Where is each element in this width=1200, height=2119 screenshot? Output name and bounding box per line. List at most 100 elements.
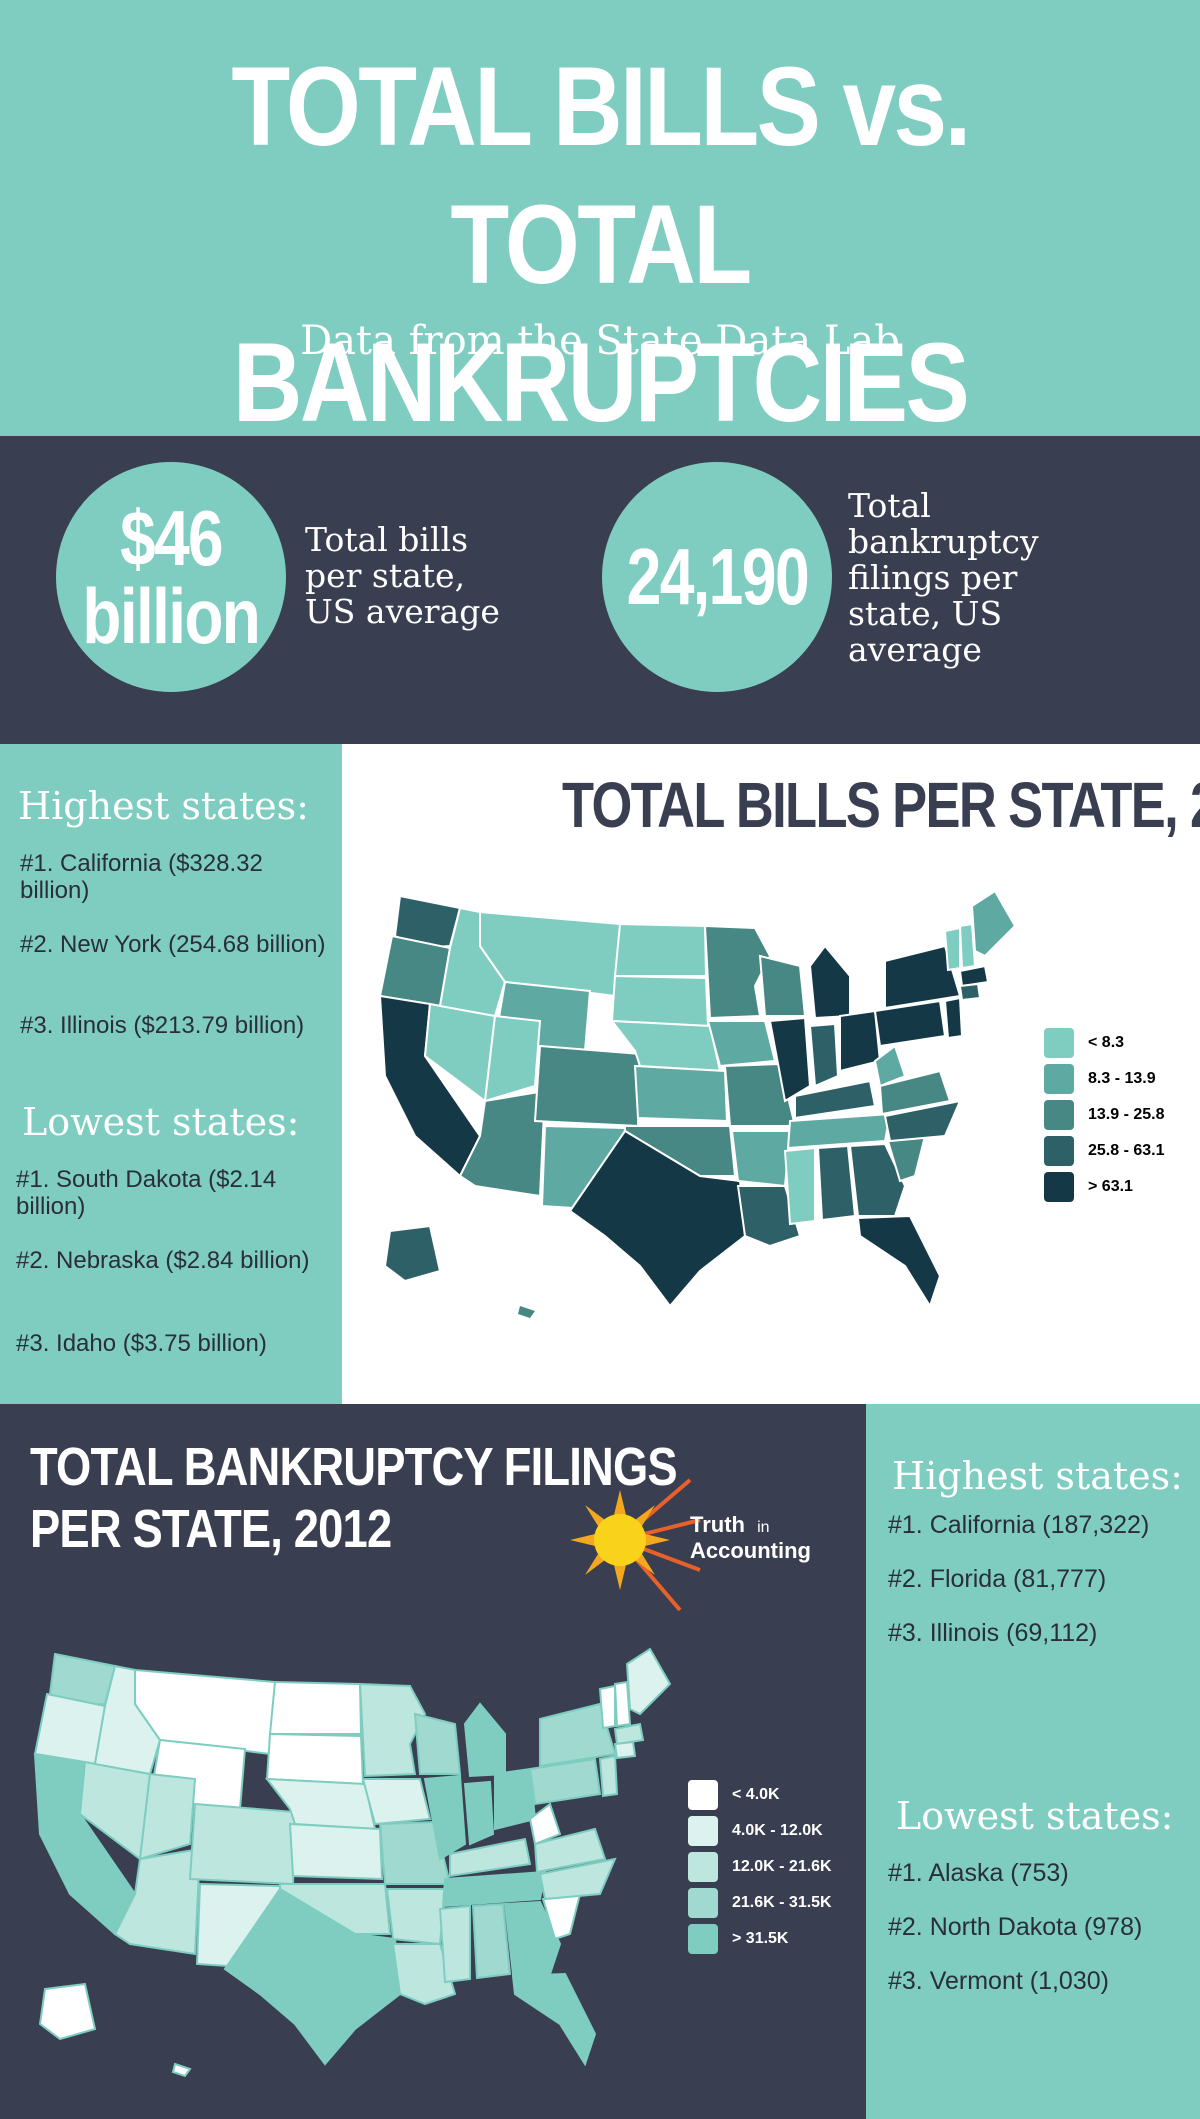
- bankruptcy-highest-item: #2. Florida (81,777): [888, 1565, 1107, 1593]
- map-state-texas: [223, 1887, 402, 2066]
- map-state-hawaii: [518, 1306, 535, 1318]
- logo-line-2: Accounting: [690, 1538, 811, 1563]
- map-state-vermont: [943, 926, 961, 972]
- map-state-oregon: [33, 1692, 107, 1766]
- map-state-kentucky: [794, 1079, 877, 1120]
- bankruptcy-map-title: TOTAL BANKRUPTCY FILINGS PER STATE, 2012: [30, 1436, 678, 1560]
- map-state-maine: [625, 1647, 672, 1716]
- bankruptcy-lowest-heading: Lowest states:: [896, 1794, 1174, 1838]
- map-state-ohio: [839, 1009, 882, 1073]
- bankruptcy-section: TOTAL BANKRUPTCY FILINGS PER STATE, 2012: [0, 1404, 1200, 2119]
- map-state-massachusetts: [613, 1722, 645, 1746]
- filings-average-description: Total bankruptcy filings per state, US a…: [848, 488, 1039, 668]
- bills-average-unit: billion: [82, 572, 261, 660]
- logo-line-1-small: in: [757, 1519, 769, 1536]
- map-state-iowa: [361, 1778, 432, 1826]
- bankruptcy-rankings-panel: Highest states: #1. California (187,322)…: [866, 1404, 1200, 2119]
- bills-highest-item: #1. California ($328.32 billion): [20, 850, 263, 904]
- map-state-virginia: [878, 1069, 952, 1116]
- page-title: TOTAL BILLS vs. TOTAL BANKRUPTCIES: [84, 38, 1116, 436]
- map-state-maine: [970, 889, 1017, 958]
- bills-desc-line: per state,: [305, 556, 466, 595]
- bankruptcy-title-line-2: PER STATE, 2012: [30, 1499, 392, 1559]
- map-state-hawaii: [171, 2062, 192, 2078]
- svg-text:Truth in: Truth in: [690, 1512, 770, 1537]
- map-state-georgia: [503, 1900, 562, 1975]
- bills-highest-item: #3. Illinois ($213.79 billion): [20, 1012, 305, 1039]
- map-state-indiana: [808, 1022, 840, 1088]
- legend-label: > 63.1: [1088, 1178, 1133, 1195]
- logo-line-1: Truth: [690, 1512, 745, 1537]
- bills-average-description: Total bills per state, US average: [305, 522, 500, 630]
- map-state-louisiana: [736, 1185, 802, 1248]
- map-state-new-york: [539, 1702, 617, 1768]
- filings-average-circle: 24,190: [602, 462, 832, 692]
- bills-section: Highest states: #1. California ($328.32 …: [0, 744, 1200, 1404]
- map-state-tennessee: [441, 1870, 547, 1908]
- bills-lowest-heading: Lowest states:: [22, 1100, 300, 1144]
- map-state-vermont: [598, 1684, 616, 1730]
- legend-swatch: [1044, 1136, 1074, 1166]
- legend-label: > 31.5K: [732, 1930, 789, 1947]
- map-state-new-jersey: [943, 996, 964, 1040]
- bankruptcy-legend-item: 21.6K - 31.5K: [688, 1888, 832, 1918]
- map-state-arkansas: [385, 1888, 447, 1946]
- map-state-alaska: [38, 1982, 97, 2041]
- bills-legend-item: 25.8 - 63.1: [1044, 1136, 1165, 1166]
- bills-average-value: $46: [120, 494, 223, 582]
- bankruptcy-us-map: [33, 1647, 672, 2078]
- map-state-mississippi: [438, 1904, 471, 1984]
- legend-swatch: [688, 1780, 718, 1810]
- map-state-south-dakota: [610, 974, 710, 1028]
- map-state-oregon: [378, 934, 452, 1008]
- bills-rankings-panel: Highest states: #1. California ($328.32 …: [0, 744, 342, 1404]
- legend-label: 4.0K - 12.0K: [732, 1822, 823, 1839]
- legend-label: 21.6K - 31.5K: [732, 1894, 832, 1911]
- legend-swatch: [1044, 1172, 1074, 1202]
- legend-swatch: [688, 1924, 718, 1954]
- legend-label: 8.3 - 13.9: [1088, 1070, 1156, 1087]
- map-state-illinois: [423, 1774, 467, 1861]
- map-state-mississippi: [783, 1146, 816, 1226]
- bankruptcy-legend-item: > 31.5K: [688, 1924, 788, 1954]
- map-state-florida: [856, 1214, 942, 1309]
- legend-swatch: [1044, 1064, 1074, 1094]
- map-state-kansas: [633, 1064, 729, 1123]
- bankruptcy-highest-item: #3. Illinois (69,112): [888, 1619, 1098, 1647]
- map-state-texas: [568, 1129, 747, 1308]
- bills-average-circle: $46 billion: [56, 462, 286, 692]
- bills-highest-heading: Highest states:: [18, 784, 309, 828]
- truth-in-accounting-logo: Truth in Accounting: [570, 1478, 811, 1612]
- bills-lowest-item: #1. South Dakota ($2.14 billion): [16, 1166, 277, 1220]
- map-state-iowa: [706, 1020, 777, 1068]
- map-state-alabama: [471, 1902, 512, 1980]
- bills-legend-item: 8.3 - 13.9: [1044, 1064, 1156, 1094]
- map-state-virginia: [533, 1827, 607, 1874]
- title-line-2: BANKRUPTCIES: [232, 320, 970, 436]
- map-state-tennessee: [786, 1112, 892, 1150]
- map-state-connecticut: [613, 1740, 637, 1760]
- map-state-utah: [138, 1772, 197, 1861]
- map-state-indiana: [463, 1780, 495, 1846]
- legend-swatch: [1044, 1028, 1074, 1058]
- map-state-louisiana: [391, 1943, 457, 2006]
- map-state-minnesota: [358, 1682, 427, 1778]
- legend-label: < 8.3: [1088, 1034, 1125, 1051]
- bills-lowest-item: #2. Nebraska ($2.84 billion): [16, 1247, 310, 1274]
- map-state-west-virginia: [873, 1044, 907, 1088]
- map-state-ohio: [494, 1767, 537, 1831]
- filings-average-value: 24,190: [626, 532, 809, 621]
- sun-icon: [570, 1478, 701, 1612]
- bills-us-map: [378, 889, 1017, 1318]
- map-state-florida: [511, 1972, 597, 2067]
- legend-swatch: [1044, 1100, 1074, 1130]
- legend-label: 25.8 - 63.1: [1088, 1142, 1165, 1159]
- map-state-utah: [483, 1014, 542, 1103]
- filings-desc-line: average: [848, 630, 982, 669]
- map-state-alaska: [383, 1224, 442, 1283]
- filings-desc-line: Total: [848, 486, 931, 525]
- legend-label: 13.9 - 25.8: [1088, 1106, 1165, 1123]
- map-state-new-york: [884, 944, 962, 1010]
- stats-section: $46 billion Total bills per state, US av…: [0, 436, 1200, 744]
- bankruptcy-lowest-item: #1. Alaska (753): [888, 1859, 1069, 1887]
